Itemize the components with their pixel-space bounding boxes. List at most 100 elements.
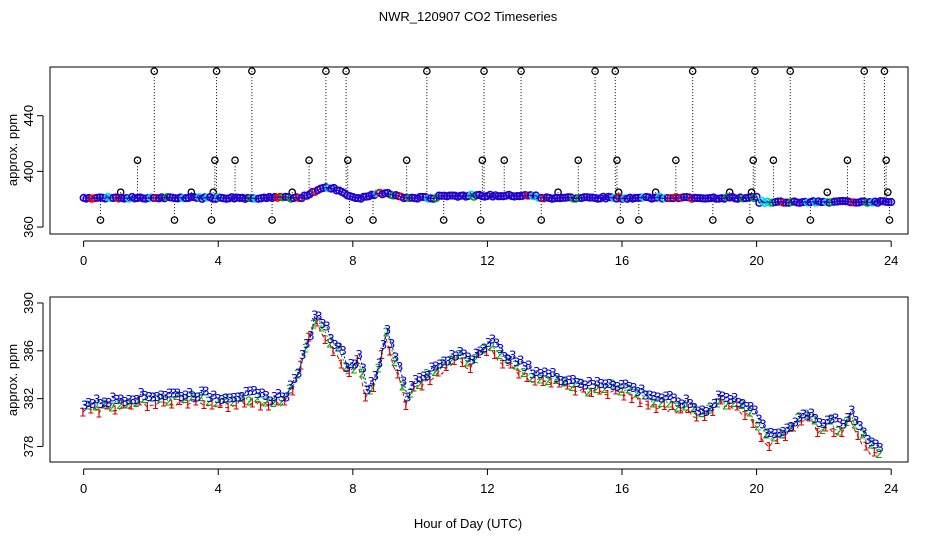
series-3-marker: 3 — [263, 389, 271, 403]
series-2-marker: 2 — [625, 382, 633, 396]
series-1-marker: 1 — [200, 398, 208, 412]
series-3-marker: 3 — [674, 395, 682, 409]
top-x-tick-label: 24 — [884, 253, 898, 268]
series-3-marker: 3 — [602, 378, 610, 392]
series-3-marker: 3 — [222, 392, 230, 406]
series-3-marker: 3 — [787, 420, 795, 434]
series-2-marker: 2 — [560, 376, 568, 390]
outlier-point — [322, 67, 330, 76]
series-3-marker: 3 — [489, 332, 497, 346]
series-3-marker: 3 — [751, 404, 759, 418]
series-2-marker: 2 — [770, 430, 778, 444]
series-3-marker: 3 — [598, 377, 606, 391]
series-1-marker: 1 — [563, 379, 571, 393]
series-2-marker: 2 — [92, 400, 100, 414]
x-axis-title: Hour of Day (UTC) — [414, 516, 522, 531]
series-1-marker: 1 — [208, 398, 216, 412]
outlier-point — [591, 67, 599, 76]
series-2-marker: 2 — [221, 392, 229, 406]
outlier-point — [823, 188, 832, 197]
series-3-marker: 3 — [343, 361, 351, 375]
outlier-point — [402, 156, 411, 165]
series-3-marker: 3 — [610, 379, 618, 393]
series-3-marker: 3 — [392, 351, 400, 365]
series-3-marker: 3 — [226, 392, 234, 406]
series-3-marker: 3 — [420, 370, 428, 384]
series-1-marker: 1 — [337, 357, 345, 371]
outlier-point — [212, 67, 221, 76]
series-3-marker: 3 — [731, 391, 739, 405]
series-3-marker: 3 — [444, 355, 452, 369]
outlier-point — [170, 216, 179, 224]
bottom-x-tick-label: 12 — [480, 481, 494, 496]
series-1-marker: 1 — [224, 401, 232, 415]
series-3-marker: 3 — [715, 389, 723, 403]
series-1-marker: 1 — [345, 366, 353, 380]
series-3-marker: 3 — [472, 346, 480, 360]
series-2-marker: 2 — [310, 318, 318, 332]
series-1-marker: 1 — [378, 348, 386, 362]
series-2-marker: 2 — [690, 402, 698, 416]
series-2-marker: 2 — [165, 394, 173, 408]
series-3-marker: 3 — [448, 348, 456, 362]
series-2-marker: 2 — [342, 360, 350, 374]
series-1-marker: 1 — [806, 411, 814, 425]
series-3-marker: 3 — [380, 338, 388, 352]
series-1-marker: 1 — [668, 399, 676, 413]
series-3-marker: 3 — [355, 348, 363, 362]
series-3-marker: 3 — [840, 418, 848, 432]
series-2-marker: 2 — [552, 373, 560, 387]
series-3-marker: 3 — [133, 393, 141, 407]
series-3-marker: 3 — [97, 397, 105, 411]
series-3-marker: 3 — [311, 309, 319, 323]
series-3-marker: 3 — [553, 371, 561, 385]
series-1-marker: 1 — [652, 402, 660, 416]
series-3-marker: 3 — [654, 390, 662, 404]
series-2-marker: 2 — [148, 391, 156, 405]
series-1-marker: 1 — [143, 400, 151, 414]
series-1-marker: 1 — [709, 405, 717, 419]
series-1-marker: 1 — [353, 353, 361, 367]
series-3-marker: 3 — [836, 416, 844, 430]
series-3-marker: 3 — [626, 380, 634, 394]
series-1-marker: 1 — [579, 382, 587, 396]
outlier-point — [343, 156, 352, 165]
outlier-point — [882, 156, 890, 165]
series-2-marker: 2 — [585, 386, 593, 400]
series-1-marker: 1 — [701, 410, 709, 424]
outlier-point — [786, 67, 795, 76]
series-1-marker: 1 — [515, 368, 523, 382]
series-3-marker: 3 — [783, 421, 791, 435]
series-3-marker: 3 — [230, 391, 238, 405]
series-3-marker: 3 — [795, 410, 803, 424]
series-3-marker: 3 — [206, 391, 214, 405]
series-3-marker: 3 — [299, 348, 307, 362]
series-3-marker: 3 — [408, 379, 416, 393]
series-3-marker: 3 — [485, 336, 493, 350]
series-3-marker: 3 — [582, 378, 590, 392]
series-3-marker: 3 — [505, 353, 513, 367]
series-2-marker: 2 — [140, 392, 148, 406]
series-2-marker: 2 — [116, 398, 124, 412]
series-2-marker: 2 — [237, 391, 245, 405]
bottom-y-tick-label: 382 — [21, 388, 36, 410]
series-3-marker: 3 — [319, 317, 327, 331]
series-1-marker: 1 — [483, 345, 491, 359]
series-2-marker: 2 — [278, 395, 286, 409]
series-3-marker: 3 — [481, 341, 489, 355]
series-3-marker: 3 — [234, 391, 242, 405]
series-2-marker: 2 — [730, 396, 738, 410]
series-3-marker: 3 — [618, 378, 626, 392]
series-1-marker: 1 — [232, 399, 240, 413]
series-3-marker: 3 — [573, 376, 581, 390]
series-2-marker: 2 — [439, 357, 447, 371]
series-3-marker: 3 — [545, 368, 553, 382]
series-3-marker: 3 — [376, 357, 384, 371]
series-3-marker: 3 — [509, 348, 517, 362]
series-3-marker: 3 — [872, 438, 880, 452]
series-2-marker: 2 — [375, 362, 383, 376]
series-2-marker: 2 — [197, 390, 205, 404]
series-1-marker: 1 — [555, 377, 563, 391]
series-2-marker: 2 — [819, 423, 827, 437]
